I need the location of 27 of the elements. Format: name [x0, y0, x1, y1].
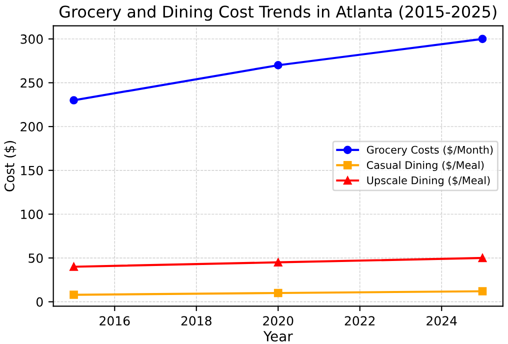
x-tick-label: 2022 [344, 316, 375, 326]
y-tick-label: 150 [21, 166, 43, 176]
point [70, 96, 78, 104]
y-tick-label: 250 [20, 78, 43, 88]
y-tick-label: 50 [28, 253, 43, 263]
point [70, 262, 78, 271]
x-tick-label: 2020 [263, 316, 294, 326]
x-tick-label: 2016 [100, 316, 130, 326]
point [274, 288, 282, 298]
point [274, 258, 282, 267]
y-tick-label: 300 [20, 34, 43, 44]
y-tick-label: 200 [20, 122, 43, 132]
legend-label: Upscale Dining ($/Meal) [367, 176, 490, 186]
x-axis-title: Year [263, 331, 293, 342]
point [70, 290, 78, 299]
y-axis-title: Cost ($) [4, 141, 16, 192]
legend-label: Casual Dining ($/Meal) [366, 160, 484, 172]
point [478, 34, 487, 44]
y-tick-label: 0 [36, 297, 43, 307]
x-tick-label: 2024 [426, 316, 457, 326]
x-tick-label: 2018 [181, 316, 212, 326]
point [274, 61, 282, 70]
legend-label: Grocery Costs ($/Month) [366, 146, 493, 156]
chart-title: Grocery and Dining Cost Trends in Atlanta (2015-2025) [60, 5, 496, 21]
point [478, 287, 487, 296]
y-tick-label: 100 [21, 210, 43, 220]
point [478, 254, 487, 262]
